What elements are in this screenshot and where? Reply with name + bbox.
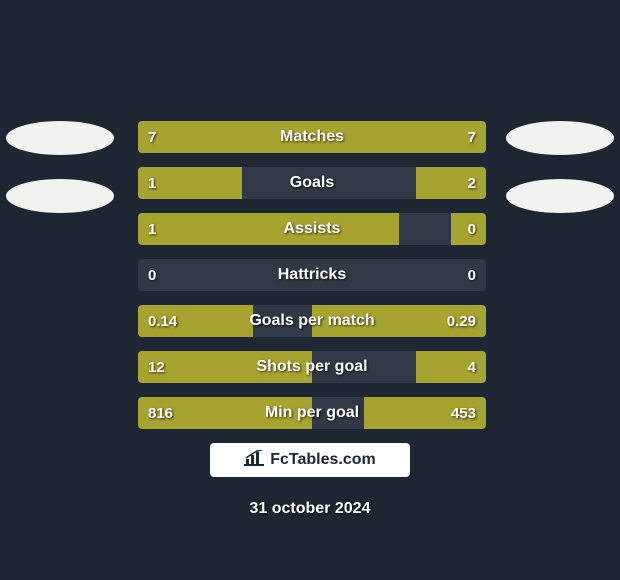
stat-value-right: 453 bbox=[451, 397, 476, 429]
source-badge-label: FcTables.com bbox=[270, 451, 376, 469]
stat-value-left: 1 bbox=[148, 213, 156, 245]
stat-row: Hattricks0 0 bbox=[138, 259, 486, 291]
stat-value-right: 7 bbox=[468, 121, 476, 153]
stat-row: Assists1 0 bbox=[138, 213, 486, 245]
stat-value-right: 0 bbox=[468, 259, 476, 291]
stat-row: Shots per goal12 4 bbox=[138, 351, 486, 383]
stat-label: Goals bbox=[138, 167, 486, 199]
stat-value-right: 0.29 bbox=[447, 305, 476, 337]
stat-label: Shots per goal bbox=[138, 351, 486, 383]
stat-label: Matches bbox=[138, 121, 486, 153]
stat-value-right: 2 bbox=[468, 167, 476, 199]
footer-date: 31 october 2024 bbox=[0, 500, 620, 518]
stat-row: Min per goal816 453 bbox=[138, 397, 486, 429]
stat-row: Matches7 7 bbox=[138, 121, 486, 153]
stat-value-left: 12 bbox=[148, 351, 165, 383]
stat-row: Goals1 2 bbox=[138, 167, 486, 199]
stat-value-right: 0 bbox=[468, 213, 476, 245]
stats-table: Matches77Goals12Assists10Hattricks00Goal… bbox=[138, 121, 486, 429]
stat-label: Hattricks bbox=[138, 259, 486, 291]
stat-value-left: 0 bbox=[148, 259, 156, 291]
stat-label: Assists bbox=[138, 213, 486, 245]
stat-label: Goals per match bbox=[138, 305, 486, 337]
stat-value-left: 7 bbox=[148, 121, 156, 153]
stat-value-left: 0.14 bbox=[148, 305, 177, 337]
stat-value-left: 1 bbox=[148, 167, 156, 199]
chart-icon bbox=[244, 450, 264, 471]
stat-value-right: 4 bbox=[468, 351, 476, 383]
stat-label: Min per goal bbox=[138, 397, 486, 429]
source-badge[interactable]: FcTables.com bbox=[210, 443, 410, 477]
stat-value-left: 816 bbox=[148, 397, 173, 429]
stat-row: Goals per match0.14 0.29 bbox=[138, 305, 486, 337]
